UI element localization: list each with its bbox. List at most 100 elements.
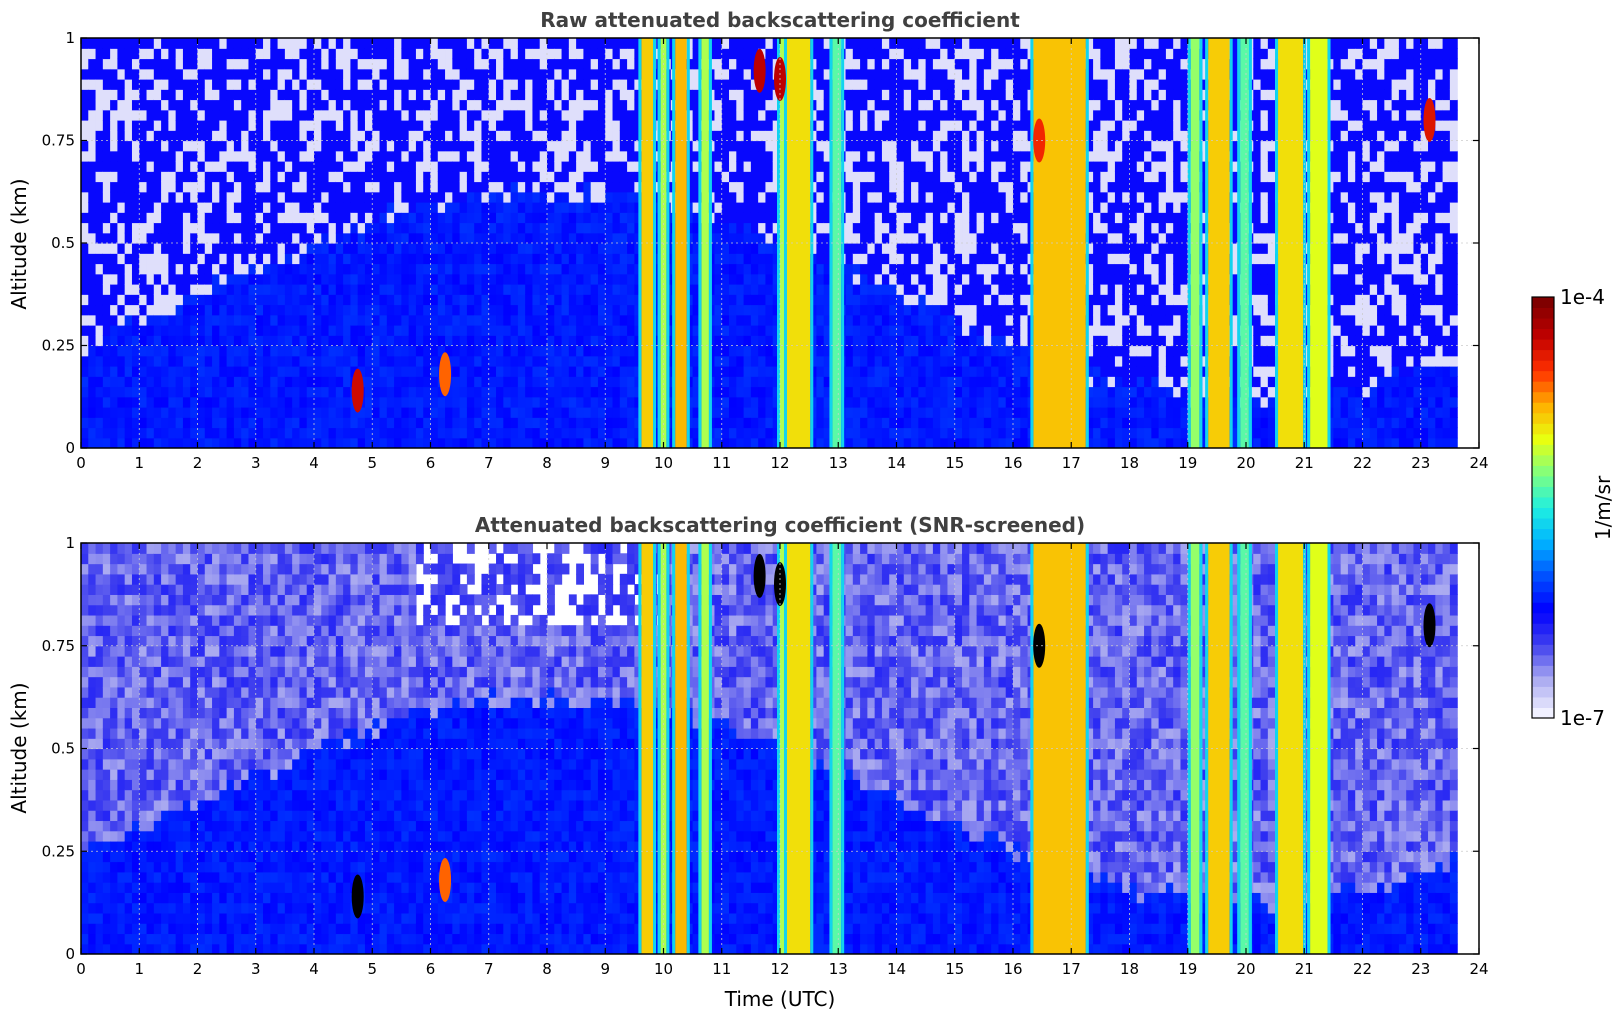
heatmap-cell	[401, 253, 410, 265]
heatmap-cell	[525, 232, 534, 244]
heatmap-cell	[903, 212, 912, 224]
heatmap-cell	[102, 120, 111, 131]
heatmap-cell	[423, 89, 432, 101]
heatmap-cell	[117, 437, 126, 448]
heatmap-cell	[314, 140, 322, 152]
heatmap-cell	[532, 386, 541, 398]
heatmap-cell	[306, 140, 315, 152]
heatmap-cell	[903, 273, 912, 285]
heatmap-cell	[408, 38, 417, 49]
heatmap-cell	[430, 396, 439, 408]
heatmap-cell	[284, 232, 293, 244]
heatmap-cell	[605, 99, 614, 111]
heatmap-cell	[452, 99, 461, 111]
heatmap-cell	[328, 427, 337, 439]
heatmap-cell	[619, 171, 628, 183]
heatmap-cell	[481, 58, 490, 70]
heatmap-cell	[561, 304, 570, 316]
heatmap-cell	[576, 89, 585, 101]
heatmap-cell	[758, 427, 767, 439]
heatmap-cell	[947, 130, 956, 142]
heatmap-cell	[124, 212, 133, 224]
heatmap-cell	[947, 140, 956, 152]
heatmap-cell	[423, 427, 432, 439]
heatmap-cell	[889, 202, 898, 213]
heatmap-cell	[881, 120, 890, 131]
heatmap-cell	[765, 191, 774, 203]
heatmap-cell	[925, 58, 934, 70]
heatmap-cell	[445, 161, 453, 172]
heatmap-cell	[81, 222, 89, 234]
heatmap-cell	[401, 130, 410, 142]
heatmap-cell	[299, 437, 308, 448]
heatmap-cell	[692, 437, 701, 448]
heatmap-cell	[146, 48, 155, 60]
heatmap-cell	[139, 253, 148, 265]
heatmap-cell	[525, 161, 534, 172]
heatmap-cell	[758, 325, 767, 336]
heatmap-cell	[554, 89, 563, 101]
heatmap-cell	[634, 38, 643, 49]
heatmap-cell	[554, 325, 563, 336]
heatmap-cell	[554, 109, 563, 121]
heatmap-cell	[182, 171, 191, 183]
heatmap-cell	[474, 38, 483, 49]
heatmap-cell	[277, 89, 286, 101]
heatmap-cell	[284, 335, 293, 347]
heatmap-cell	[772, 202, 781, 213]
heatmap-cell	[576, 161, 585, 172]
heatmap-cell	[88, 161, 97, 172]
heatmap-cell	[736, 181, 745, 193]
heatmap-cell	[408, 427, 417, 439]
heatmap-cell	[102, 150, 111, 162]
heatmap-cell	[503, 417, 512, 429]
heatmap-cell	[517, 68, 526, 80]
heatmap-cell	[452, 202, 461, 213]
heatmap-cell	[102, 191, 111, 203]
heatmap-cell	[146, 130, 155, 142]
heatmap-cell	[328, 417, 337, 429]
heatmap-cell	[561, 345, 570, 357]
heatmap-cell	[328, 345, 337, 357]
heatmap-cell	[539, 407, 548, 418]
heatmap-cell	[306, 366, 315, 377]
heatmap-cell	[874, 232, 883, 244]
heatmap-cell	[226, 120, 235, 131]
heatmap-cell	[204, 171, 213, 183]
heatmap-cell	[263, 253, 271, 265]
heatmap-cell	[634, 314, 643, 326]
heatmap-cell	[219, 68, 228, 80]
heatmap-cell	[314, 294, 322, 306]
heatmap-cell	[437, 120, 446, 131]
heatmap-cell	[816, 171, 825, 183]
heatmap-cell	[612, 58, 621, 70]
heatmap-cell	[430, 294, 439, 306]
heatmap-cell	[583, 68, 592, 80]
heatmap-cell	[168, 376, 177, 388]
heatmap-cell	[532, 232, 541, 244]
heatmap-cell	[721, 243, 730, 254]
heatmap-cell	[823, 171, 832, 183]
heatmap-cell	[335, 38, 344, 49]
heatmap-cell	[962, 437, 970, 448]
heatmap-cell	[823, 325, 832, 336]
heatmap-cell	[736, 120, 745, 131]
heatmap-cell	[386, 202, 395, 213]
heatmap-cell	[845, 222, 854, 234]
heatmap-cell	[161, 417, 169, 429]
heatmap-cell	[750, 294, 759, 306]
heatmap-cell	[510, 437, 519, 448]
heatmap-cell	[394, 294, 402, 306]
heatmap-cell	[299, 58, 308, 70]
heatmap-cell	[918, 202, 927, 213]
heatmap-cell	[554, 345, 563, 357]
heatmap-cell	[532, 130, 541, 142]
heatmap-cell	[896, 68, 905, 80]
heatmap-cell	[182, 427, 191, 439]
heatmap-cell	[597, 109, 606, 121]
heatmap-cell	[627, 325, 635, 336]
heatmap-cell	[175, 38, 184, 49]
heatmap-cell	[816, 191, 825, 203]
heatmap-cell	[299, 325, 308, 336]
heatmap-cell	[568, 325, 577, 336]
